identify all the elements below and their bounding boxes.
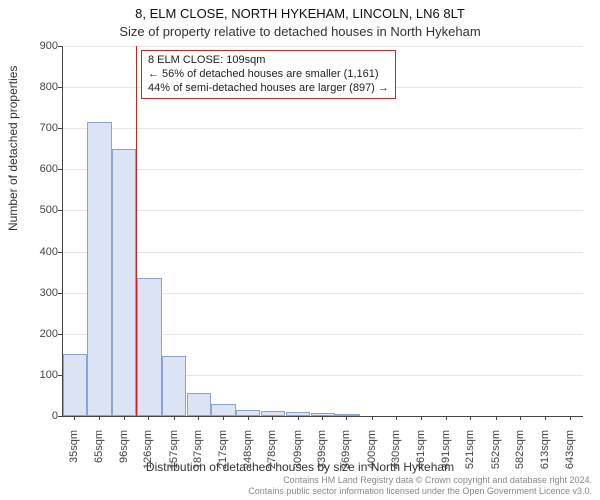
- x-tick-label: 643sqm: [564, 430, 576, 490]
- x-tick-mark: [272, 416, 273, 420]
- histogram-bar: [112, 149, 136, 416]
- histogram-bar: [335, 414, 359, 416]
- histogram-bar: [162, 356, 186, 416]
- x-tick-label: 35sqm: [68, 430, 80, 490]
- y-tick-mark: [58, 210, 62, 211]
- histogram-bar: [87, 122, 111, 416]
- annotation-line: 8 ELM CLOSE: 109sqm: [148, 54, 389, 68]
- annotation-box: 8 ELM CLOSE: 109sqm← 56% of detached hou…: [141, 50, 396, 99]
- x-tick-label: 491sqm: [440, 430, 452, 490]
- x-tick-label: 521sqm: [464, 430, 476, 490]
- chart-title-line2: Size of property relative to detached ho…: [0, 24, 600, 39]
- x-tick-mark: [372, 416, 373, 420]
- x-tick-mark: [148, 416, 149, 420]
- x-tick-mark: [470, 416, 471, 420]
- annotation-line: ← 56% of detached houses are smaller (1,…: [148, 68, 389, 82]
- x-tick-label: 187sqm: [192, 430, 204, 490]
- y-tick-label: 100: [18, 369, 58, 381]
- x-tick-mark: [496, 416, 497, 420]
- x-tick-label: 339sqm: [316, 430, 328, 490]
- x-tick-label: 400sqm: [366, 430, 378, 490]
- x-tick-mark: [99, 416, 100, 420]
- x-tick-mark: [223, 416, 224, 420]
- x-tick-mark: [74, 416, 75, 420]
- plot-area: 8 ELM CLOSE: 109sqm← 56% of detached hou…: [62, 46, 583, 417]
- x-tick-label: 248sqm: [242, 430, 254, 490]
- y-tick-label: 900: [18, 40, 58, 52]
- x-tick-mark: [124, 416, 125, 420]
- x-tick-label: 126sqm: [142, 430, 154, 490]
- gridline-h: [63, 169, 583, 170]
- x-tick-mark: [396, 416, 397, 420]
- x-tick-mark: [346, 416, 347, 420]
- y-tick-mark: [58, 416, 62, 417]
- chart-title-line1: 8, ELM CLOSE, NORTH HYKEHAM, LINCOLN, LN…: [0, 6, 600, 21]
- y-tick-mark: [58, 293, 62, 294]
- histogram-bar: [137, 278, 161, 416]
- gridline-h: [63, 46, 583, 47]
- y-tick-mark: [58, 169, 62, 170]
- figure-root: 8, ELM CLOSE, NORTH HYKEHAM, LINCOLN, LN…: [0, 0, 600, 500]
- x-tick-label: 582sqm: [514, 430, 526, 490]
- x-tick-label: 461sqm: [415, 430, 427, 490]
- x-tick-mark: [446, 416, 447, 420]
- y-tick-label: 200: [18, 328, 58, 340]
- x-tick-mark: [298, 416, 299, 420]
- y-tick-mark: [58, 87, 62, 88]
- x-tick-mark: [174, 416, 175, 420]
- x-tick-mark: [421, 416, 422, 420]
- gridline-h: [63, 252, 583, 253]
- y-tick-label: 800: [18, 81, 58, 93]
- y-tick-label: 700: [18, 122, 58, 134]
- y-tick-label: 400: [18, 246, 58, 258]
- y-tick-mark: [58, 375, 62, 376]
- x-tick-label: 217sqm: [217, 430, 229, 490]
- y-tick-mark: [58, 334, 62, 335]
- x-tick-label: 430sqm: [390, 430, 402, 490]
- x-tick-label: 552sqm: [490, 430, 502, 490]
- x-tick-label: 613sqm: [539, 430, 551, 490]
- gridline-h: [63, 210, 583, 211]
- reference-line: [136, 46, 137, 416]
- x-tick-label: 278sqm: [266, 430, 278, 490]
- histogram-bar: [63, 354, 87, 416]
- y-tick-label: 500: [18, 204, 58, 216]
- y-tick-mark: [58, 128, 62, 129]
- y-tick-label: 600: [18, 163, 58, 175]
- x-tick-label: 369sqm: [340, 430, 352, 490]
- gridline-h: [63, 128, 583, 129]
- x-tick-mark: [248, 416, 249, 420]
- x-tick-mark: [322, 416, 323, 420]
- y-tick-label: 0: [18, 410, 58, 422]
- x-tick-label: 309sqm: [292, 430, 304, 490]
- x-tick-mark: [198, 416, 199, 420]
- y-tick-label: 300: [18, 287, 58, 299]
- annotation-line: 44% of semi-detached houses are larger (…: [148, 82, 389, 96]
- histogram-bar: [211, 404, 235, 416]
- histogram-bar: [187, 393, 211, 416]
- x-tick-label: 157sqm: [168, 430, 180, 490]
- y-tick-mark: [58, 252, 62, 253]
- x-tick-label: 96sqm: [118, 430, 130, 490]
- x-tick-mark: [545, 416, 546, 420]
- y-tick-mark: [58, 46, 62, 47]
- x-tick-mark: [520, 416, 521, 420]
- x-tick-label: 65sqm: [93, 430, 105, 490]
- x-tick-mark: [570, 416, 571, 420]
